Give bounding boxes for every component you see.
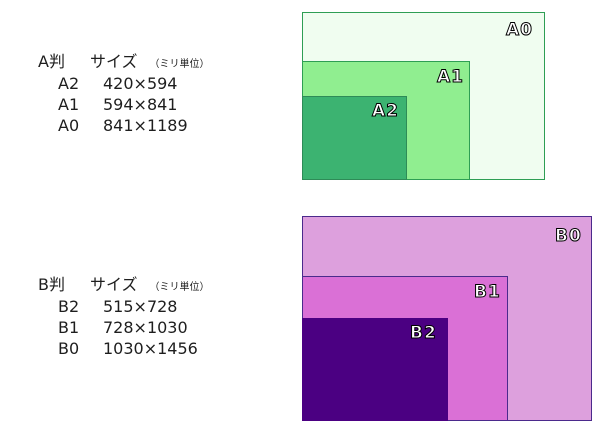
paper-dimensions: 1030×1456 [103,339,198,358]
table-row: A1 594×841 [38,94,210,115]
paper-dimensions: 728×1030 [103,318,188,337]
a0-label: A0 [506,20,533,40]
a2-label: A2 [372,101,399,121]
table-row: A0 841×1189 [38,115,210,136]
paper-name: A0 [58,116,80,135]
paper-name: B2 [58,297,80,316]
b-series-unit-note: （ミリ単位） [149,282,210,293]
paper-name: A2 [58,74,80,93]
table-row: B0 1030×1456 [38,338,210,359]
a2-paper-box [302,96,407,180]
a-series-size-heading: サイズ [90,52,138,71]
table-row: B1 728×1030 [38,317,210,338]
paper-dimensions: 420×594 [103,74,178,93]
paper-name: A1 [58,95,80,114]
a-series-unit-note: （ミリ単位） [149,59,210,70]
table-row: B2 515×728 [38,296,210,317]
paper-name: B1 [58,318,80,337]
paper-dimensions: 841×1189 [103,116,188,135]
b0-label: B0 [555,226,582,246]
b-series-size-table: B判 サイズ （ミリ単位） B2 515×728 B1 728×1030 B0 1030×… [38,274,210,359]
paper-dimensions: 515×728 [103,297,178,316]
paper-dimensions: 594×841 [103,95,178,114]
b-series-title: B判 [38,275,65,294]
paper-name: B0 [58,339,80,358]
b2-paper-box [302,318,448,421]
b2-label: B2 [410,323,437,343]
a1-label: A1 [437,67,464,87]
a-series-size-table: A判 サイズ （ミリ単位） A2 420×594 A1 594×841 A0 841×11… [38,51,210,136]
b-series-table-header: B判 サイズ （ミリ単位） [38,274,210,296]
b1-label: B1 [474,282,501,302]
a-series-table-header: A判 サイズ （ミリ単位） [38,51,210,73]
a-series-title: A判 [38,52,65,71]
table-row: A2 420×594 [38,73,210,94]
b-series-size-heading: サイズ [90,275,138,294]
